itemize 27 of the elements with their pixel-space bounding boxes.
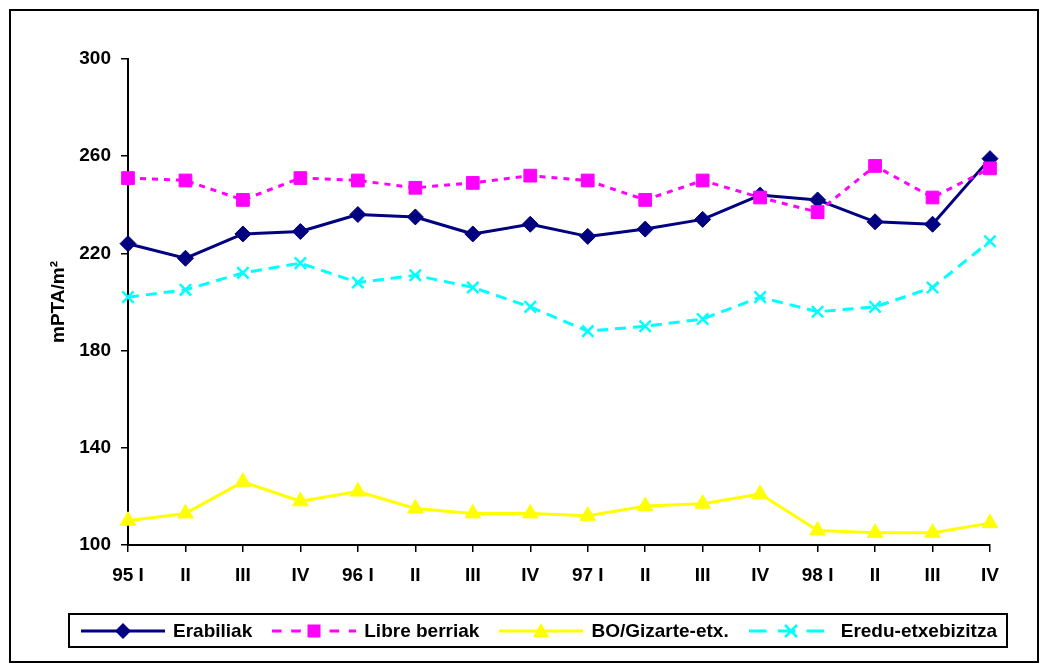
x-tick-label: III bbox=[235, 563, 251, 585]
legend-label: Eredu-etxebizitza bbox=[840, 619, 997, 642]
y-tick-label: 220 bbox=[79, 241, 111, 263]
y-tick-label: 100 bbox=[79, 533, 111, 555]
x-tick-label: 96 I bbox=[342, 563, 374, 585]
y-tick-label: 260 bbox=[79, 144, 111, 166]
legend-label: Erabiliak bbox=[173, 619, 253, 642]
x-tick-label: IV bbox=[291, 563, 310, 585]
x-tick-label: 98 I bbox=[801, 563, 834, 585]
x-tick-label: III bbox=[694, 563, 711, 585]
x-tick-label: II bbox=[180, 563, 191, 585]
x-tick-label: II bbox=[639, 563, 651, 585]
x-tick-label: II bbox=[869, 563, 881, 585]
y-tick-label: 140 bbox=[79, 436, 111, 458]
y-axis-title: mPTA/m² bbox=[46, 261, 68, 343]
y-tick-label: 180 bbox=[79, 338, 111, 360]
x-tick-label: III bbox=[464, 563, 481, 585]
x-tick-label: IV bbox=[751, 563, 770, 585]
x-tick-label: 97 I bbox=[571, 563, 604, 585]
x-tick-label: IV bbox=[981, 563, 1000, 585]
x-tick-label: 95 I bbox=[112, 563, 144, 585]
y-tick-label: 300 bbox=[79, 47, 111, 69]
x-tick-label: III bbox=[924, 563, 941, 585]
legend-label: Libre berriak bbox=[364, 619, 480, 642]
legend-label: BO/Gizarte-etx. bbox=[591, 619, 729, 642]
x-tick-label: IV bbox=[521, 563, 540, 585]
x-tick-label: II bbox=[410, 563, 421, 585]
